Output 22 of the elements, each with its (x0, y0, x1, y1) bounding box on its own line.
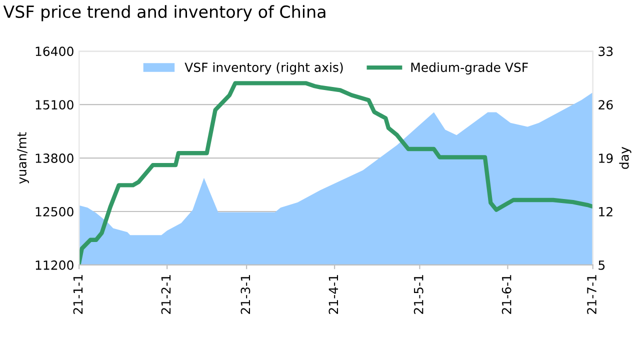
y-tick-label: 13800 (36, 154, 74, 163)
x-tick-label: 21-4-1 (328, 275, 338, 314)
y-axis-title: yuan/mt (17, 132, 29, 184)
y2-tick-label: 26 (598, 100, 613, 110)
x-tick-label: 21-6-1 (502, 275, 512, 314)
y-tick-label: 12500 (36, 206, 74, 216)
x-tick-label: 21-2-1 (161, 275, 171, 314)
y2-tick-label: 5 (598, 260, 605, 270)
x-tick-label: 21-1-1 (73, 275, 83, 314)
x-tick-label: 21-7-1 (587, 275, 596, 314)
legend-label: Medium-grade VSF (411, 62, 528, 74)
chart-title: VSF price trend and inventory of China (3, 5, 326, 22)
x-tick-label: 21-5-1 (414, 275, 424, 314)
y2-tick-label: 12 (599, 206, 612, 216)
y-tick-label: 11200 (36, 260, 74, 270)
y2-axis-title: day (619, 146, 632, 169)
y-tick-label: 16400 (36, 46, 74, 56)
y2-tick-label: 19 (599, 154, 613, 163)
y-tick-label: 15100 (36, 100, 74, 110)
x-tick-label: 21-3-1 (240, 275, 250, 314)
legend-label: VSF inventory (right axis) (184, 62, 343, 74)
y2-tick-label: 33 (598, 46, 613, 56)
